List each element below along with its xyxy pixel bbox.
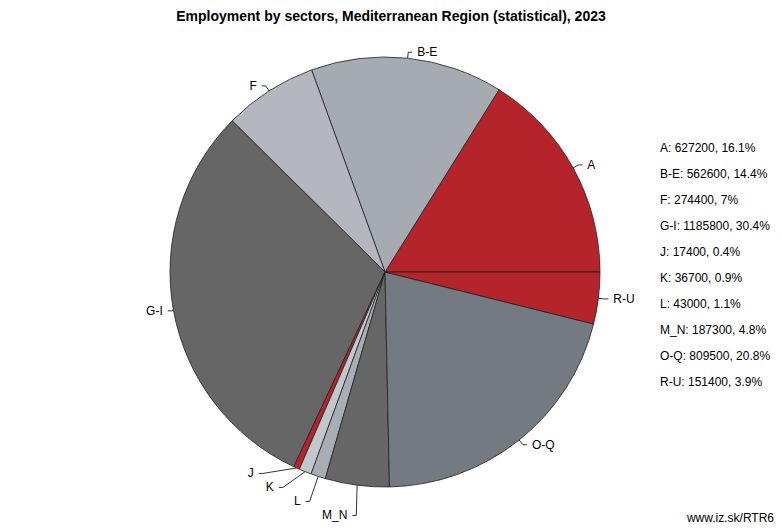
svg-text:K: K	[266, 480, 274, 494]
svg-text:M_N: M_N	[322, 508, 347, 522]
svg-text:Employment by sectors, Mediter: Employment by sectors, Mediterranean Reg…	[176, 8, 606, 24]
svg-text:K: 36700, 0.9%: K: 36700, 0.9%	[660, 271, 742, 285]
svg-text:G-I: G-I	[146, 304, 163, 318]
svg-text:www.iz.sk/RTR6: www.iz.sk/RTR6	[686, 511, 774, 525]
svg-text:B-E: 562600, 14.4%: B-E: 562600, 14.4%	[660, 167, 768, 181]
svg-text:L: L	[294, 494, 301, 508]
svg-text:J: J	[248, 466, 254, 480]
svg-text:A: A	[587, 158, 595, 172]
svg-text:O-Q: 809500, 20.8%: O-Q: 809500, 20.8%	[660, 349, 770, 363]
svg-text:L: 43000, 1.1%: L: 43000, 1.1%	[660, 297, 741, 311]
svg-text:F: F	[249, 79, 256, 93]
svg-text:A: 627200, 16.1%: A: 627200, 16.1%	[660, 141, 756, 155]
svg-text:R-U: 151400, 3.9%: R-U: 151400, 3.9%	[660, 375, 762, 389]
svg-text:M_N: 187300, 4.8%: M_N: 187300, 4.8%	[660, 323, 766, 337]
svg-text:J: 17400, 0.4%: J: 17400, 0.4%	[660, 245, 740, 259]
svg-text:R-U: R-U	[613, 292, 634, 306]
svg-text:B-E: B-E	[417, 45, 437, 59]
svg-text:G-I: 1185800, 30.4%: G-I: 1185800, 30.4%	[660, 219, 770, 233]
svg-text:F: 274400, 7%: F: 274400, 7%	[660, 193, 738, 207]
svg-text:O-Q: O-Q	[532, 438, 555, 452]
